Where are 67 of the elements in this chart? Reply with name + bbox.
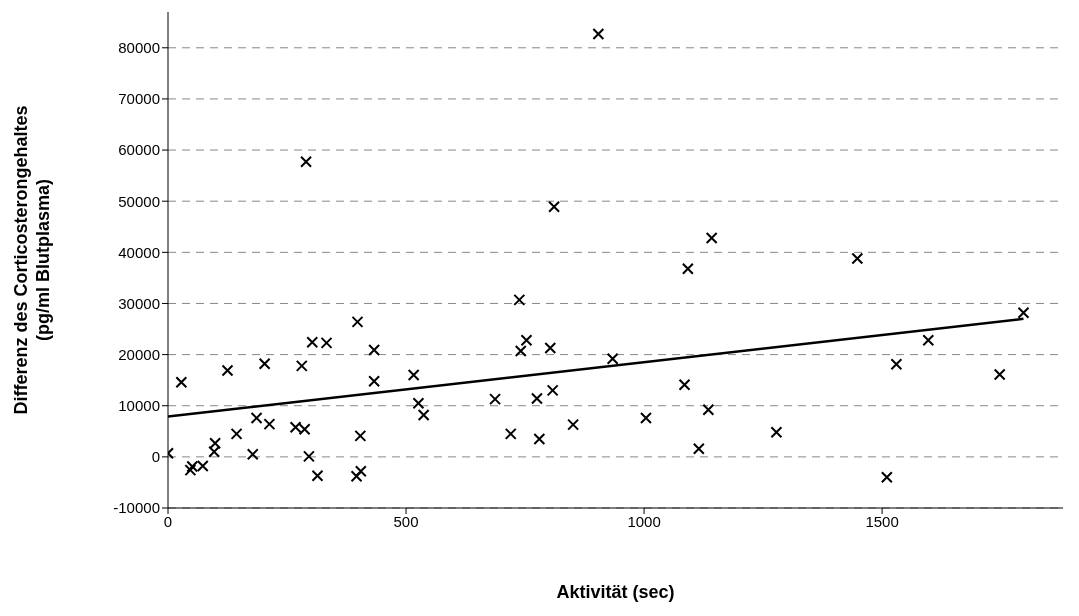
point	[639, 412, 652, 424]
point	[354, 465, 367, 478]
point	[300, 155, 313, 168]
point	[993, 368, 1006, 381]
point	[221, 364, 234, 377]
point	[311, 469, 324, 482]
point	[407, 369, 420, 382]
point	[504, 427, 517, 440]
point	[350, 470, 363, 483]
y-tick-label: 0	[151, 448, 160, 466]
x-tick-label: 500	[393, 512, 419, 530]
point	[514, 345, 527, 358]
point	[208, 445, 221, 458]
point	[546, 384, 559, 397]
point	[417, 408, 430, 421]
point	[351, 315, 364, 328]
point	[544, 341, 557, 354]
point	[258, 357, 271, 370]
point	[548, 200, 561, 213]
point	[295, 359, 308, 372]
point	[533, 432, 546, 445]
point	[592, 27, 605, 40]
point	[530, 392, 543, 405]
y-axis-title: Differenz des Corticosterongehaltes (pg/ml Blutplasma)	[11, 105, 53, 415]
point	[705, 232, 718, 245]
y-tick-label: 50000	[118, 192, 160, 210]
y-tick-label: 30000	[118, 294, 160, 312]
point	[681, 262, 694, 275]
point	[306, 336, 319, 349]
point	[678, 378, 691, 391]
point	[184, 464, 197, 477]
point	[520, 334, 533, 347]
y-tick-label: 20000	[118, 345, 160, 363]
point	[263, 418, 276, 431]
point	[302, 450, 315, 463]
y-tick-label: 80000	[118, 39, 160, 57]
y-tick-label: -10000	[113, 499, 160, 517]
point	[246, 448, 259, 461]
point	[606, 352, 619, 365]
point	[1017, 306, 1030, 319]
point	[354, 429, 367, 442]
point	[209, 437, 222, 450]
point	[230, 427, 243, 440]
point	[851, 252, 864, 265]
point	[320, 336, 333, 349]
point	[692, 442, 705, 455]
point	[770, 426, 783, 439]
point	[880, 471, 893, 484]
point	[368, 344, 381, 356]
point	[922, 334, 935, 347]
y-tick-label: 60000	[118, 141, 160, 159]
x-tick-label: 0	[163, 512, 173, 530]
point	[412, 397, 425, 410]
point	[890, 358, 903, 371]
x-tick-label: 1000	[627, 512, 661, 530]
point	[702, 403, 715, 416]
point	[489, 393, 502, 406]
point	[567, 418, 580, 431]
point	[513, 293, 526, 306]
point	[175, 376, 188, 389]
y-tick-label: 70000	[118, 90, 160, 108]
y-tick-label: 40000	[118, 243, 160, 261]
y-tick-label: 10000	[118, 397, 160, 415]
point	[368, 375, 381, 388]
x-tick-label: 1500	[865, 512, 899, 530]
point	[250, 412, 263, 424]
x-axis-title: Aktivität (sec)	[556, 582, 675, 602]
